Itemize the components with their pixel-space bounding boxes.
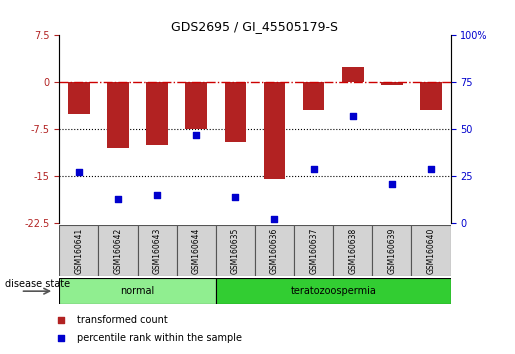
- Bar: [264, 82, 285, 179]
- Bar: [333, 225, 372, 276]
- Text: GSM160640: GSM160640: [426, 227, 436, 274]
- Bar: [225, 82, 246, 142]
- Text: normal: normal: [121, 286, 154, 296]
- Bar: [294, 225, 333, 276]
- Text: GSM160642: GSM160642: [113, 227, 123, 274]
- Text: GSM160644: GSM160644: [192, 227, 201, 274]
- Point: [57, 317, 65, 323]
- Point: [349, 113, 357, 119]
- Bar: [59, 225, 98, 276]
- Bar: [59, 278, 216, 304]
- Point: [57, 335, 65, 341]
- Point: [388, 181, 396, 187]
- Text: percentile rank within the sample: percentile rank within the sample: [77, 333, 242, 343]
- Point: [270, 216, 279, 222]
- Bar: [146, 82, 168, 145]
- Bar: [216, 278, 451, 304]
- Point: [310, 166, 318, 171]
- Text: GSM160637: GSM160637: [309, 227, 318, 274]
- Text: transformed count: transformed count: [77, 315, 168, 325]
- Point: [75, 170, 83, 175]
- Text: GSM160636: GSM160636: [270, 227, 279, 274]
- Bar: [98, 225, 138, 276]
- Text: GSM160641: GSM160641: [74, 227, 83, 274]
- Point: [192, 132, 200, 138]
- Title: GDS2695 / GI_45505179-S: GDS2695 / GI_45505179-S: [171, 20, 338, 33]
- Text: disease state: disease state: [5, 279, 70, 289]
- Bar: [107, 82, 129, 148]
- Bar: [372, 225, 411, 276]
- Bar: [138, 225, 177, 276]
- Text: GSM160635: GSM160635: [231, 227, 240, 274]
- Bar: [216, 225, 255, 276]
- Point: [114, 196, 122, 201]
- Text: GSM160639: GSM160639: [387, 227, 397, 274]
- Point: [427, 166, 435, 171]
- Bar: [420, 82, 442, 110]
- Bar: [185, 82, 207, 129]
- Bar: [381, 82, 403, 85]
- Point: [231, 194, 239, 200]
- Text: GSM160638: GSM160638: [348, 227, 357, 274]
- Bar: [411, 225, 451, 276]
- Bar: [177, 225, 216, 276]
- Bar: [68, 82, 90, 114]
- Text: teratozoospermia: teratozoospermia: [290, 286, 376, 296]
- Bar: [303, 82, 324, 110]
- Text: GSM160643: GSM160643: [152, 227, 162, 274]
- Bar: [255, 225, 294, 276]
- Bar: [342, 67, 364, 82]
- Point: [153, 192, 161, 198]
